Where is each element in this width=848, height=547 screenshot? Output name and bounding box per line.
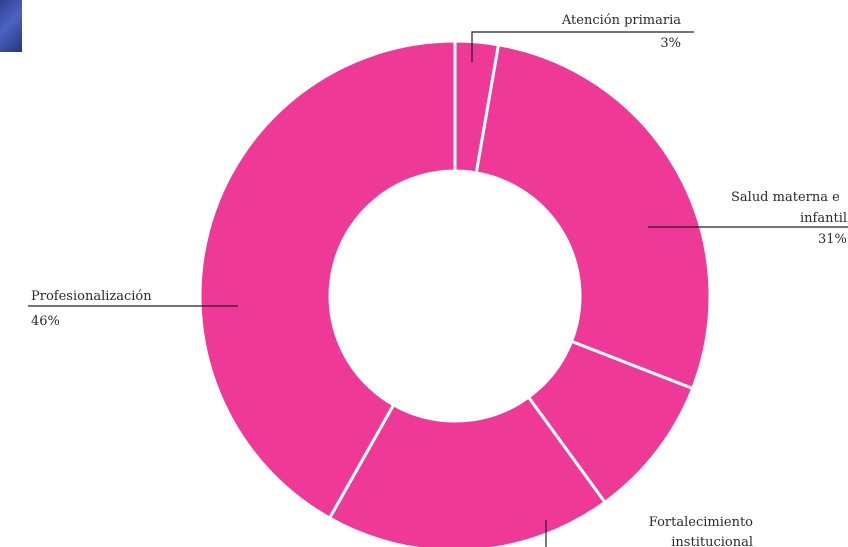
leader-line-atencion-primaria	[471, 31, 694, 62]
label-salud-materna-line1: Salud materna e	[731, 190, 840, 205]
corner-photo-thumbnail	[0, 0, 22, 52]
slice-fortalecimiento-institucional	[327, 395, 607, 547]
pct-atencion-primaria: 3%	[660, 36, 681, 51]
slice-salud-materna-e-infantil	[474, 42, 712, 391]
pct-salud-materna: 31%	[818, 232, 847, 247]
leader-lines	[28, 31, 848, 547]
label-fortalecimiento-line2: institucional	[671, 535, 753, 547]
label-profesionalizacion: Profesionalización	[31, 289, 152, 304]
slice-profesionalizacion	[198, 39, 457, 521]
label-fortalecimiento-line1: Fortalecimiento	[649, 515, 753, 530]
donut-slices	[198, 39, 712, 547]
label-atencion-primaria: Atención primaria	[561, 13, 681, 28]
label-salud-materna-line2: infantil	[800, 211, 847, 226]
pct-profesionalizacion: 46%	[31, 314, 60, 329]
